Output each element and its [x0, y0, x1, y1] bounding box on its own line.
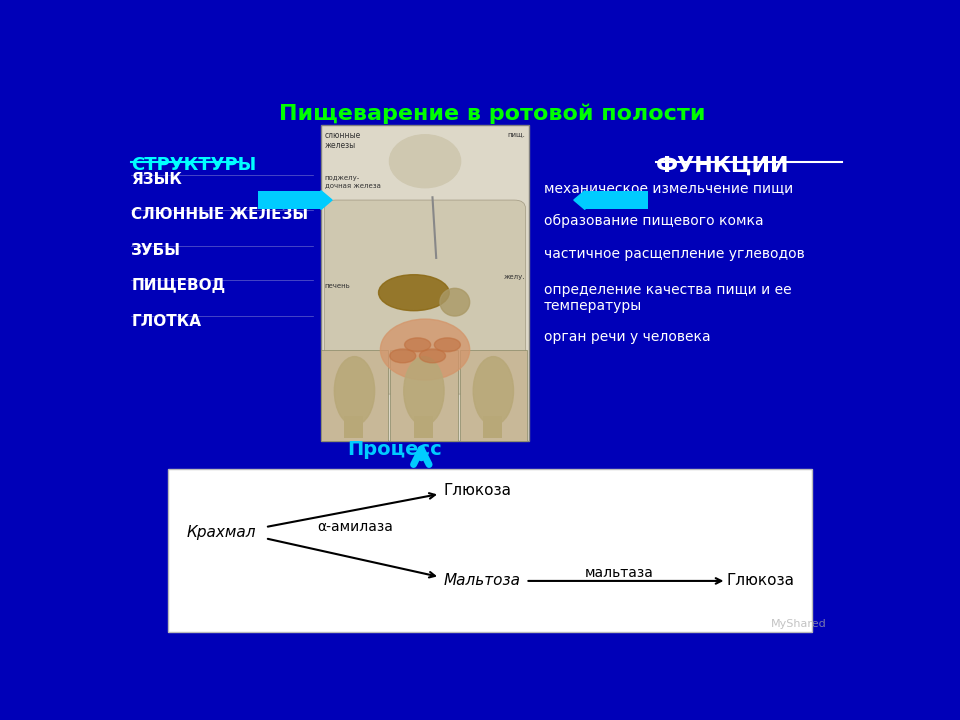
Text: механическое измельчение пищи: механическое измельчение пищи	[544, 181, 793, 194]
Ellipse shape	[390, 349, 416, 363]
Text: образование пищевого комка: образование пищевого комка	[544, 214, 764, 228]
Ellipse shape	[420, 349, 445, 363]
Text: мальтаза: мальтаза	[585, 566, 654, 580]
FancyBboxPatch shape	[460, 350, 527, 441]
Text: ГЛОТКА: ГЛОТКА	[132, 314, 202, 329]
Ellipse shape	[380, 319, 469, 380]
FancyBboxPatch shape	[168, 469, 812, 632]
Text: поджелу-
дочная железа: поджелу- дочная железа	[324, 175, 380, 188]
Text: ПИЩЕВОД: ПИЩЕВОД	[132, 278, 226, 292]
Text: частичное расщепление углеводов: частичное расщепление углеводов	[544, 247, 804, 261]
Polygon shape	[321, 191, 332, 210]
FancyBboxPatch shape	[324, 200, 525, 394]
Ellipse shape	[440, 288, 469, 316]
Text: слюнные
железы: слюнные железы	[324, 131, 361, 150]
Polygon shape	[574, 191, 585, 210]
FancyBboxPatch shape	[257, 191, 321, 210]
Ellipse shape	[434, 338, 461, 352]
Text: MyShared: MyShared	[771, 619, 827, 629]
Text: ЯЗЫК: ЯЗЫК	[132, 172, 182, 187]
Ellipse shape	[473, 356, 514, 426]
FancyBboxPatch shape	[321, 125, 529, 441]
Text: желу.: желу.	[504, 274, 525, 280]
Text: ЗУБЫ: ЗУБЫ	[132, 243, 181, 258]
Circle shape	[390, 135, 461, 188]
Text: печень: печень	[324, 283, 350, 289]
Text: Процесс: Процесс	[347, 440, 442, 459]
Text: пищ.: пищ.	[508, 131, 525, 137]
Text: определение качества пищи и ее
температуры: определение качества пищи и ее температу…	[544, 283, 792, 313]
Ellipse shape	[404, 356, 444, 426]
FancyBboxPatch shape	[321, 350, 388, 441]
Ellipse shape	[334, 356, 374, 426]
Text: СЛЮННЫЕ ЖЕЛЕЗЫ: СЛЮННЫЕ ЖЕЛЕЗЫ	[132, 207, 308, 222]
Ellipse shape	[378, 274, 449, 311]
Text: α-амилаза: α-амилаза	[317, 520, 393, 534]
Text: СТРУКТУРЫ: СТРУКТУРЫ	[132, 156, 256, 174]
Text: орган речи у человека: орган речи у человека	[544, 330, 710, 344]
Text: Глюкоза: Глюкоза	[727, 573, 794, 588]
Text: Крахмал: Крахмал	[187, 525, 256, 540]
Text: Пищеварение в ротовой полости: Пищеварение в ротовой полости	[278, 103, 706, 124]
FancyBboxPatch shape	[391, 350, 458, 441]
Text: ФУНКЦИИ: ФУНКЦИИ	[656, 156, 789, 176]
Ellipse shape	[404, 338, 431, 352]
Text: Мальтоза: Мальтоза	[444, 573, 520, 588]
FancyBboxPatch shape	[414, 415, 433, 438]
FancyBboxPatch shape	[585, 191, 648, 210]
Text: Глюкоза: Глюкоза	[444, 482, 512, 498]
FancyBboxPatch shape	[345, 415, 363, 438]
FancyBboxPatch shape	[483, 415, 502, 438]
